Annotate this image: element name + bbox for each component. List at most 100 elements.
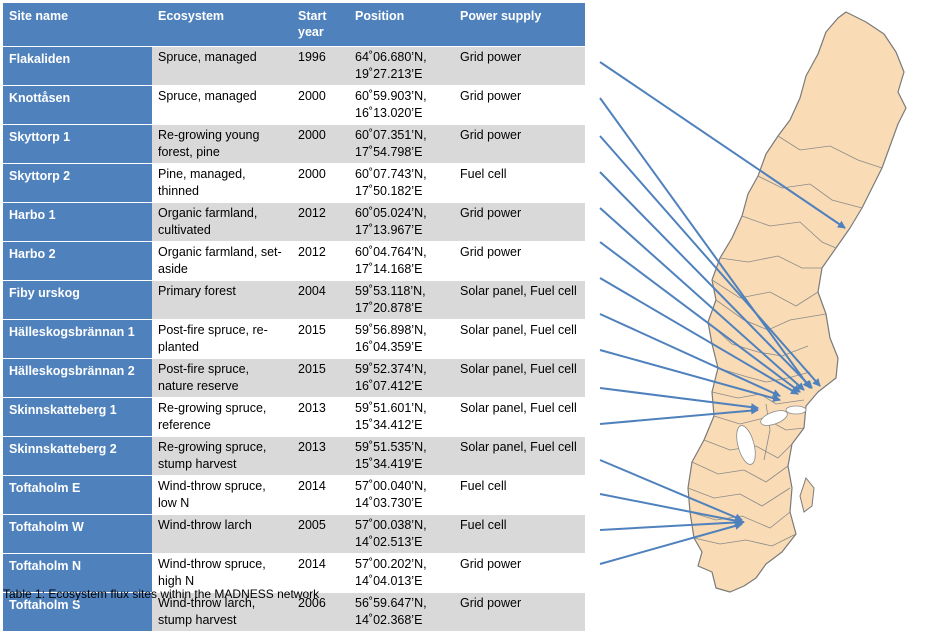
- position-cell: 60˚04.764’N, 17˚14.168’E: [349, 241, 454, 281]
- table-row: Harbo 1 Organic farmland, cultivated 2012 6…: [3, 202, 585, 242]
- start-year-cell: 2013: [292, 436, 349, 476]
- site-arrow: [599, 459, 743, 521]
- sweden-map: [599, 11, 907, 593]
- lakes: [736, 405, 807, 465]
- start-year-cell: 2012: [292, 202, 349, 242]
- site-name-cell: Skinnskatteberg 1: [3, 397, 152, 437]
- site-arrow: [599, 207, 805, 391]
- start-year-cell: 2014: [292, 475, 349, 515]
- table-row: Toftaholm W Wind-throw larch 2005 57˚00.038…: [3, 514, 585, 554]
- site-name-cell: Toftaholm E: [3, 475, 152, 515]
- ecosystem-cell: Pine, managed, thinned: [152, 163, 292, 203]
- site-arrow: [599, 518, 745, 531]
- power-supply-cell: Solar panel, Fuel cell: [454, 397, 585, 437]
- position-cell: 59˚53.118’N, 17˚20.878’E: [349, 280, 454, 320]
- ecosystem-cell: Primary forest: [152, 280, 292, 320]
- power-supply-cell: Solar panel, Fuel cell: [454, 436, 585, 476]
- position-cell: 59˚51.601’N, 15˚34.412’E: [349, 397, 454, 437]
- position-cell: 57˚00.202’N, 14˚04.013’E: [349, 553, 454, 593]
- power-supply-cell: Solar panel, Fuel cell: [454, 358, 585, 398]
- table-row: Toftaholm E Wind-throw spruce, low N 2014 5…: [3, 475, 585, 515]
- site-arrow: [599, 61, 846, 229]
- header-ecosystem: Ecosystem: [152, 3, 292, 47]
- sweden-outline: [687, 11, 907, 593]
- ecosystem-cell: Wind-throw spruce, low N: [152, 475, 292, 515]
- table-row: Flakaliden Spruce, managed 1996 64˚06.680’N…: [3, 46, 585, 86]
- table-body: Flakaliden Spruce, managed 1996 64˚06.680’N…: [3, 46, 585, 632]
- table-header-row: Site name Ecosystem Start year Position …: [3, 3, 585, 47]
- table-row: Skyttorp 1 Re-growing young forest, pine 2…: [3, 124, 585, 164]
- start-year-cell: 2012: [292, 241, 349, 281]
- position-cell: 59˚52.374’N, 16˚07.412’E: [349, 358, 454, 398]
- site-name-cell: Skyttorp 1: [3, 124, 152, 164]
- start-year-cell: 2015: [292, 358, 349, 398]
- ecosystem-cell: Re-growing spruce, reference: [152, 397, 292, 437]
- power-supply-cell: Solar panel, Fuel cell: [454, 319, 585, 359]
- position-cell: 57˚00.038’N, 14˚02.513’E: [349, 514, 454, 554]
- power-supply-cell: Fuel cell: [454, 514, 585, 554]
- power-supply-cell: Fuel cell: [454, 475, 585, 515]
- ecosystem-cell: Spruce, managed: [152, 85, 292, 125]
- table-row: Skinnskatteberg 2 Re-growing spruce, stum…: [3, 436, 585, 476]
- site-arrow: [599, 171, 813, 389]
- site-arrow: [599, 387, 759, 412]
- start-year-cell: 1996: [292, 46, 349, 86]
- table-row: Toftaholm N Wind-throw spruce, high N 2014…: [3, 553, 585, 593]
- position-cell: 57˚00.040’N, 14˚03.730’E: [349, 475, 454, 515]
- header-power-supply: Power supply: [454, 3, 585, 47]
- site-arrow: [599, 135, 821, 387]
- start-year-cell: 2014: [292, 553, 349, 593]
- table-row: Hälleskogsbrännan 1 Post-fire spruce, re-…: [3, 319, 585, 359]
- table-row: Knottåsen Spruce, managed 2000 60˚59.903’N,…: [3, 85, 585, 125]
- header-start-year: Start year: [292, 3, 349, 47]
- ecosystem-cell: Post-fire spruce, re-planted: [152, 319, 292, 359]
- site-name-cell: Hälleskogsbrännan 2: [3, 358, 152, 398]
- site-name-cell: Hälleskogsbrännan 1: [3, 319, 152, 359]
- table-caption: Table 1: Ecosystem flux sites within the…: [3, 587, 320, 601]
- start-year-cell: 2000: [292, 85, 349, 125]
- ecosystem-cell: Re-growing young forest, pine: [152, 124, 292, 164]
- start-year-cell: 2000: [292, 124, 349, 164]
- site-arrow: [599, 349, 781, 402]
- site-name-cell: Toftaholm W: [3, 514, 152, 554]
- start-year-cell: 2015: [292, 319, 349, 359]
- site-name-cell: Harbo 2: [3, 241, 152, 281]
- table-row: Harbo 2 Organic farmland, set-aside 2012 60…: [3, 241, 585, 281]
- site-arrow: [599, 493, 743, 525]
- site-name-cell: Knottåsen: [3, 85, 152, 125]
- position-cell: 60˚07.743’N, 17˚50.182’E: [349, 163, 454, 203]
- site-arrow: [599, 313, 781, 397]
- site-arrow: [599, 97, 811, 389]
- site-arrow: [599, 241, 801, 393]
- power-supply-cell: Grid power: [454, 202, 585, 242]
- site-arrow: [599, 522, 743, 565]
- island-gotland: [799, 476, 815, 513]
- site-name-cell: Harbo 1: [3, 202, 152, 242]
- position-cell: 64˚06.680’N, 19˚27.213’E: [349, 46, 454, 86]
- start-year-cell: 2000: [292, 163, 349, 203]
- power-supply-cell: Fuel cell: [454, 163, 585, 203]
- site-name-cell: Skyttorp 2: [3, 163, 152, 203]
- table-row: Fiby urskog Primary forest 2004 59˚53.118’N…: [3, 280, 585, 320]
- position-cell: 60˚07.351’N, 17˚54.798’E: [349, 124, 454, 164]
- header-position: Position: [349, 3, 454, 47]
- table-row: Hälleskogsbrännan 2 Post-fire spruce, nat…: [3, 358, 585, 398]
- flux-sites-table: Site name Ecosystem Start year Position …: [3, 3, 585, 632]
- ecosystem-cell: Spruce, managed: [152, 46, 292, 86]
- position-cell: 60˚59.903’N, 16˚13.020’E: [349, 85, 454, 125]
- site-arrows: [599, 61, 846, 565]
- table-row: Skyttorp 2 Pine, managed, thinned 2000 60˚0…: [3, 163, 585, 203]
- site-name-cell: Toftaholm N: [3, 553, 152, 593]
- power-supply-cell: Grid power: [454, 46, 585, 86]
- position-cell: 59˚56.898’N, 16˚04.359’E: [349, 319, 454, 359]
- position-cell: 60˚05.024’N, 17˚13.967’E: [349, 202, 454, 242]
- power-supply-cell: Solar panel, Fuel cell: [454, 280, 585, 320]
- ecosystem-cell: Post-fire spruce, nature reserve: [152, 358, 292, 398]
- position-cell: 59˚51.535’N, 15˚34.419’E: [349, 436, 454, 476]
- start-year-cell: 2013: [292, 397, 349, 437]
- start-year-cell: 2005: [292, 514, 349, 554]
- power-supply-cell: Grid power: [454, 85, 585, 125]
- power-supply-cell: Grid power: [454, 124, 585, 164]
- start-year-cell: 2004: [292, 280, 349, 320]
- site-name-cell: Fiby urskog: [3, 280, 152, 320]
